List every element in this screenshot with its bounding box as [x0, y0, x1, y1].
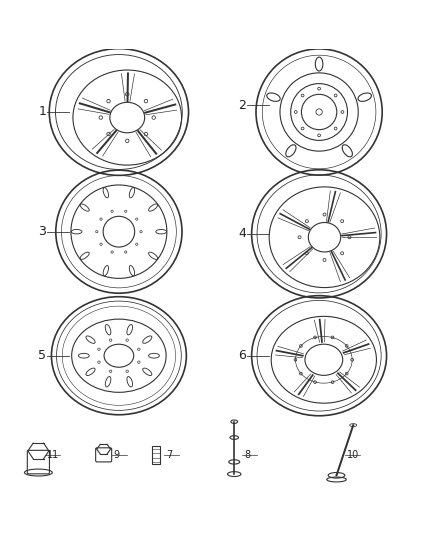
Text: 8: 8 [244, 449, 251, 459]
Text: 10: 10 [347, 449, 360, 459]
Text: 5: 5 [39, 349, 46, 362]
Text: 7: 7 [166, 449, 172, 459]
Text: 1: 1 [39, 106, 46, 118]
Text: 11: 11 [47, 449, 59, 459]
Text: 3: 3 [39, 225, 46, 238]
Text: 6: 6 [239, 349, 247, 362]
Bar [152, 447, 160, 464]
Text: 9: 9 [114, 449, 120, 459]
Text: 4: 4 [239, 228, 247, 240]
Text: 2: 2 [239, 99, 247, 112]
